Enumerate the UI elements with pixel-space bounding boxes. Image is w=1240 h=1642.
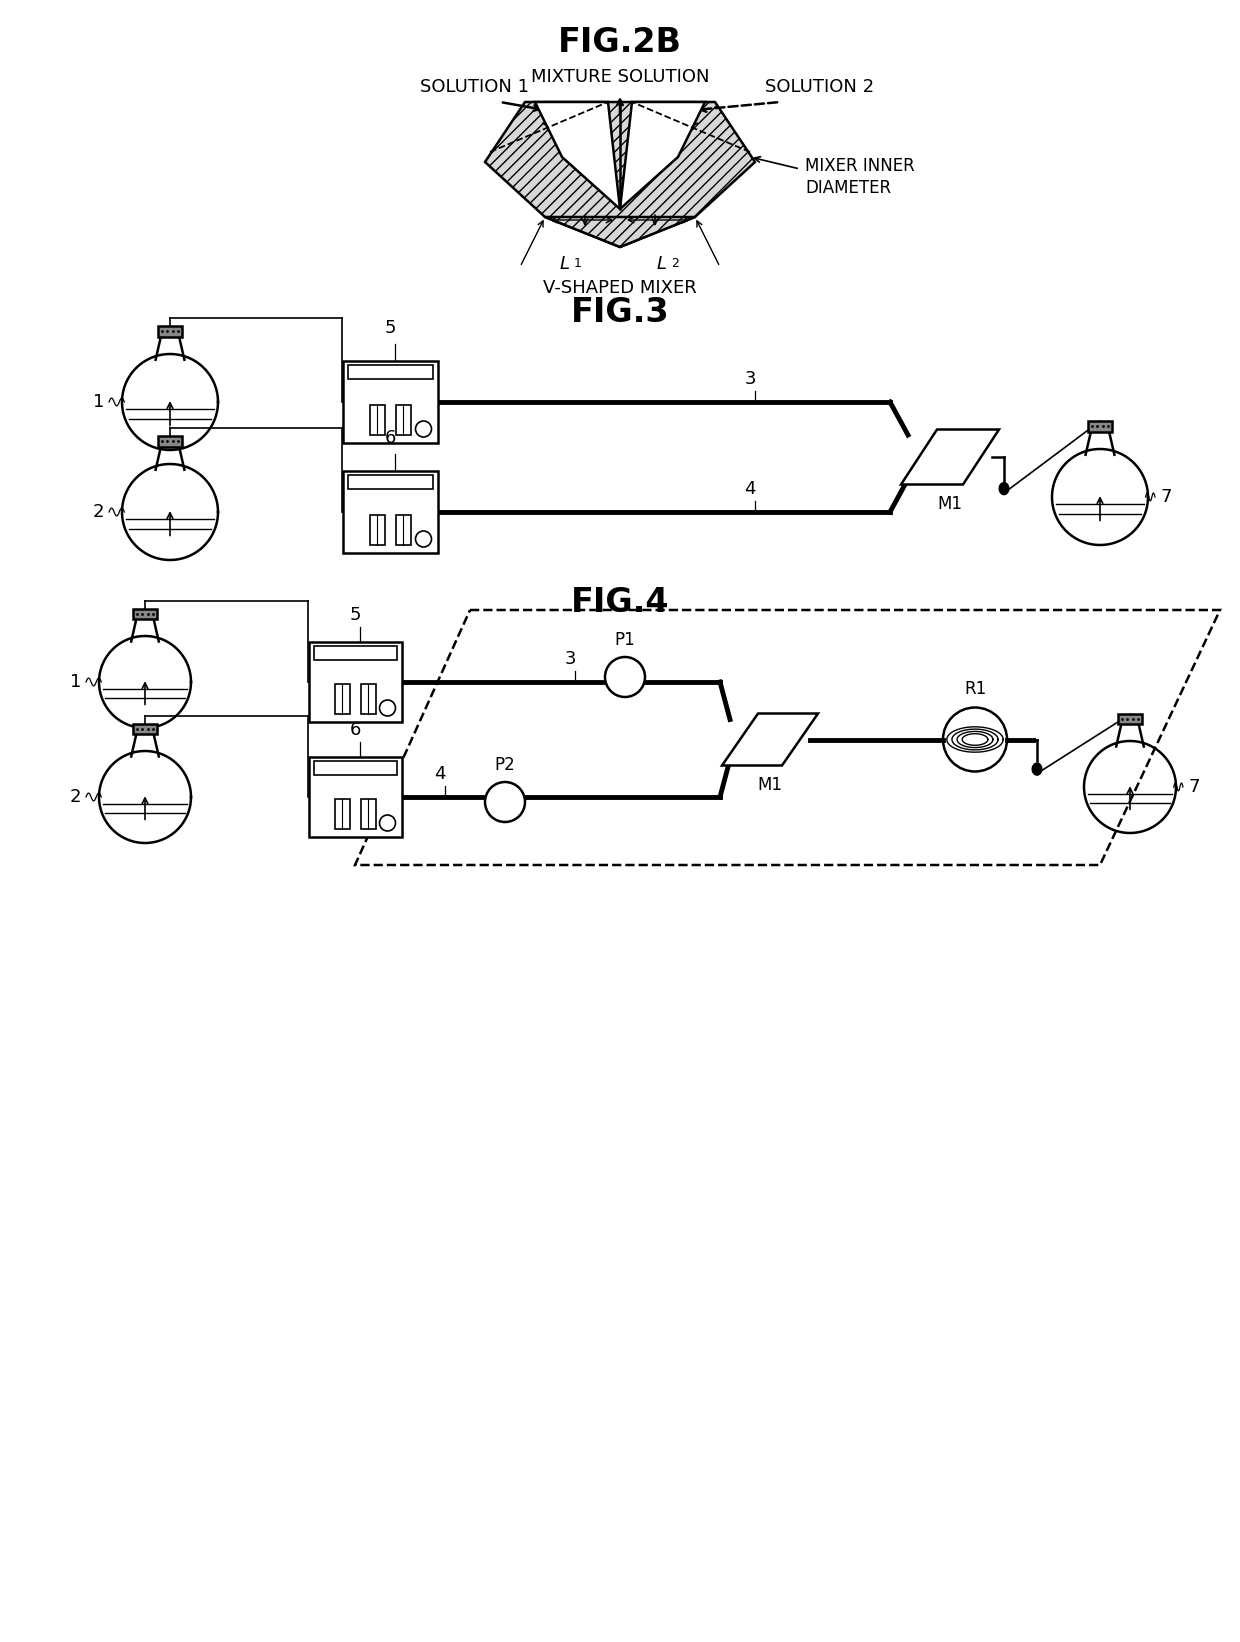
Bar — [309, 642, 402, 722]
Text: 6: 6 — [384, 429, 396, 447]
Text: 3: 3 — [564, 650, 575, 668]
Polygon shape — [1032, 764, 1042, 775]
Bar — [133, 724, 156, 734]
Polygon shape — [546, 217, 694, 246]
Bar — [157, 437, 182, 447]
Text: V-SHAPED MIXER: V-SHAPED MIXER — [543, 279, 697, 297]
Circle shape — [415, 530, 432, 547]
Text: 5: 5 — [384, 319, 396, 337]
Text: FIG.4: FIG.4 — [570, 586, 670, 619]
Text: 3: 3 — [744, 369, 755, 388]
Text: FIG.3: FIG.3 — [570, 296, 670, 328]
Bar — [347, 475, 433, 489]
Bar — [314, 760, 397, 775]
Bar — [309, 757, 402, 837]
Bar — [342, 361, 438, 443]
Text: P1: P1 — [615, 631, 635, 649]
Bar — [1118, 714, 1142, 724]
Bar — [1087, 420, 1112, 432]
Bar — [335, 685, 350, 714]
Bar — [370, 406, 384, 435]
Text: MIXTURE SOLUTION: MIXTURE SOLUTION — [531, 67, 709, 85]
Text: L: L — [560, 255, 570, 273]
Text: R1: R1 — [963, 680, 986, 698]
Text: FIG.2B: FIG.2B — [558, 26, 682, 59]
Text: L: L — [657, 255, 667, 273]
Text: 7: 7 — [1188, 778, 1199, 796]
Circle shape — [415, 420, 432, 437]
Text: 7: 7 — [1159, 488, 1172, 506]
Text: 2: 2 — [93, 502, 104, 521]
Text: 2: 2 — [69, 788, 81, 806]
Bar — [133, 609, 156, 619]
Text: P2: P2 — [495, 755, 516, 773]
Text: 5: 5 — [350, 606, 361, 624]
Text: 4: 4 — [744, 479, 755, 498]
Bar — [347, 365, 433, 379]
Bar — [396, 406, 410, 435]
Text: MIXER INNER
DIAMETER: MIXER INNER DIAMETER — [805, 158, 915, 197]
Circle shape — [379, 814, 396, 831]
Bar — [342, 471, 438, 553]
Text: M1: M1 — [758, 775, 782, 793]
Polygon shape — [999, 483, 1009, 494]
Polygon shape — [534, 102, 620, 209]
Text: 1: 1 — [93, 392, 104, 410]
Bar — [396, 516, 410, 545]
Bar — [157, 327, 182, 337]
Text: 1: 1 — [574, 258, 582, 269]
Bar — [314, 645, 397, 660]
Circle shape — [942, 708, 1007, 772]
Bar — [361, 800, 376, 829]
Bar — [361, 685, 376, 714]
Text: 2: 2 — [671, 258, 678, 269]
Polygon shape — [722, 714, 818, 765]
Text: 1: 1 — [69, 673, 81, 691]
Text: 6: 6 — [350, 721, 361, 739]
Circle shape — [379, 699, 396, 716]
Circle shape — [485, 782, 525, 823]
Polygon shape — [485, 102, 755, 246]
Text: SOLUTION 2: SOLUTION 2 — [765, 79, 874, 95]
Text: M1: M1 — [937, 494, 962, 512]
Text: SOLUTION 1: SOLUTION 1 — [420, 79, 529, 95]
Circle shape — [605, 657, 645, 696]
Text: 4: 4 — [434, 765, 445, 783]
Polygon shape — [620, 102, 706, 209]
Bar — [335, 800, 350, 829]
Bar — [370, 516, 384, 545]
Polygon shape — [901, 430, 999, 484]
